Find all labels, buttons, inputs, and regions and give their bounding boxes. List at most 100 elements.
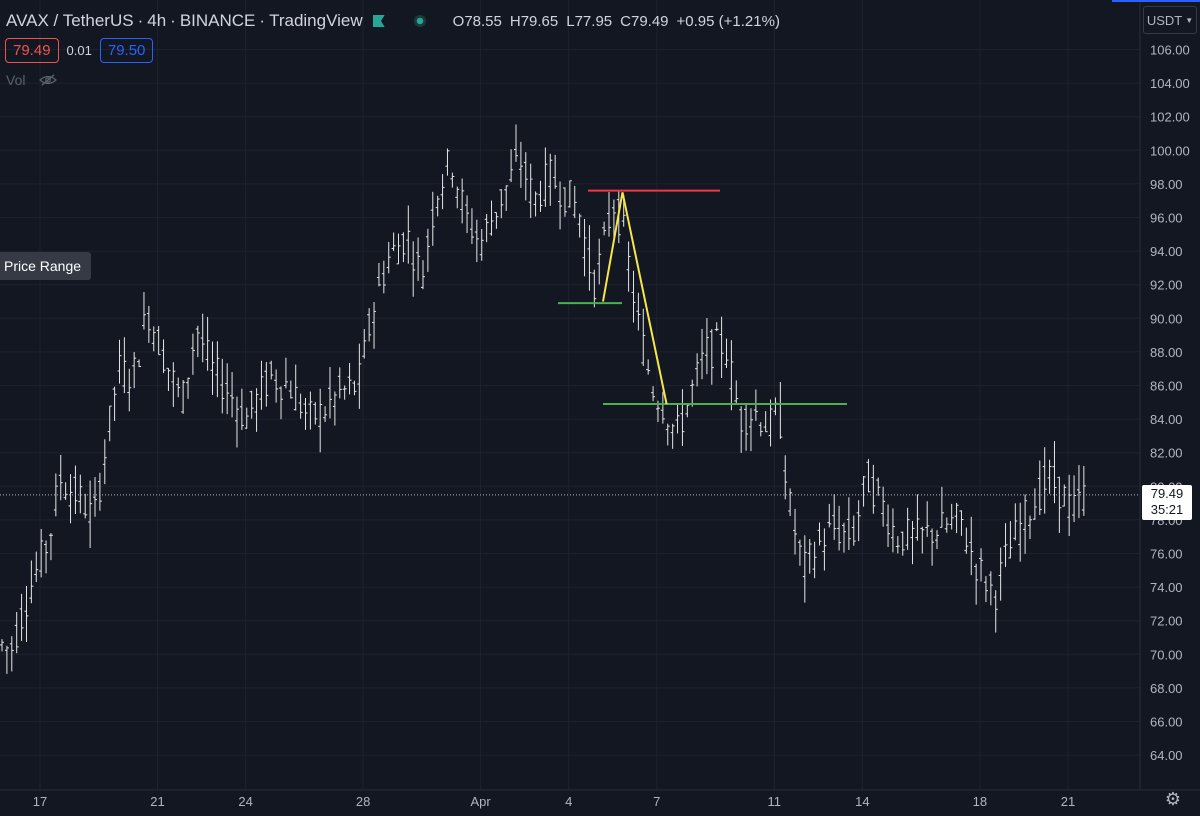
last-price-value: 79.49 <box>1150 486 1184 501</box>
close-label: C <box>620 12 631 30</box>
ohlc-bar <box>587 225 592 291</box>
ohlc-bar <box>670 423 675 449</box>
ohlc-bar <box>739 406 744 453</box>
ohlc-bar <box>1003 523 1008 567</box>
ohlc-bar <box>161 339 166 374</box>
price-tick-label: 104.00 <box>1150 76 1190 91</box>
symbol-header[interactable]: AVAX / TetherUS · 4h · BINANCE · Trading… <box>6 10 780 32</box>
ohlc-bar <box>14 611 19 654</box>
high-value: 79.65 <box>520 12 559 30</box>
price-range-label[interactable]: Price Range <box>0 252 92 280</box>
ohlc-bar <box>680 389 685 446</box>
sell-button[interactable]: 79.49 <box>5 38 59 63</box>
ohlc-bar <box>856 500 861 542</box>
high-label: H <box>509 12 521 30</box>
ohlc-bar <box>905 507 910 550</box>
time-tick-label: 21 <box>1061 794 1075 809</box>
ohlc-bar <box>97 472 102 511</box>
ohlc-bar <box>416 237 421 281</box>
trading-panel: 79.49 0.01 79.50 <box>5 38 154 63</box>
header-separator: · <box>259 11 266 30</box>
interval-label[interactable]: 4h <box>147 11 167 30</box>
ohlc-bar <box>592 269 597 308</box>
ohlc-bar <box>234 396 239 448</box>
buy-button[interactable]: 79.50 <box>99 38 154 63</box>
price-tick-label: 72.00 <box>1150 614 1183 629</box>
ohlc-bar <box>807 539 812 574</box>
ohlc-bar <box>156 326 161 356</box>
ohlc-bar <box>146 305 151 343</box>
symbol-name[interactable]: AVAX / TetherUS <box>6 11 134 30</box>
ohlc-bar <box>68 474 73 524</box>
ohlc-bar <box>215 341 220 398</box>
ohlc-bar <box>376 262 381 287</box>
ohlc-bar <box>538 180 543 212</box>
ohlc-bar <box>523 152 528 201</box>
ohlc-bar <box>137 359 142 368</box>
ohlc-bar <box>323 406 328 422</box>
ohlc-bar <box>78 474 83 514</box>
price-tick-label: 88.00 <box>1150 345 1183 360</box>
ohlc-bar <box>802 535 807 603</box>
ohlc-bar <box>910 521 915 565</box>
ohlc-bar <box>19 593 24 641</box>
chart-grid <box>0 0 1140 790</box>
time-tick-label: 28 <box>356 794 370 809</box>
price-tick-label: 76.00 <box>1150 547 1183 562</box>
ohlc-bar <box>34 551 39 583</box>
ohlc-bar <box>562 187 567 217</box>
ohlc-bar <box>969 516 974 576</box>
ohlc-bar <box>1081 465 1086 516</box>
price-tick-label: 92.00 <box>1150 278 1183 293</box>
ohlc-bar <box>1076 465 1081 519</box>
ohlc-bar <box>582 218 587 277</box>
ohlc-bar <box>186 377 191 399</box>
ohlc-bar <box>998 547 1003 601</box>
ohlc-bar <box>132 351 137 389</box>
ohlc-bar <box>920 526 925 554</box>
gear-icon[interactable]: ⚙ <box>1164 789 1182 809</box>
ohlc-bar <box>107 405 112 442</box>
ohlc-bar <box>695 353 700 387</box>
ohlc-bar <box>636 292 641 331</box>
ohlc-bar <box>651 386 656 402</box>
ohlc-bar <box>254 388 259 432</box>
ohlc-bar <box>504 185 509 211</box>
price-tick-label: 68.00 <box>1150 681 1183 696</box>
live-status-icon <box>412 14 427 28</box>
market-flag-icon <box>372 15 385 27</box>
ohlc-bar <box>176 377 181 398</box>
ohlc-bar <box>401 232 406 263</box>
volume-indicator[interactable]: Vol <box>6 72 59 88</box>
ohlc-bar <box>372 302 377 349</box>
ohlc-bar <box>954 502 959 534</box>
ohlc-bar <box>0 639 4 652</box>
low-value: 77.95 <box>574 12 613 30</box>
ohlc-bar <box>778 382 783 439</box>
ohlc-bar <box>460 178 465 224</box>
ohlc-bar <box>729 340 734 411</box>
ohlc-bar <box>993 590 998 633</box>
ohlc-bar <box>724 338 729 368</box>
ohlc-bar <box>543 147 548 207</box>
ohlc-bar <box>685 403 690 418</box>
ohlc-bar <box>190 333 195 375</box>
currency-selector[interactable]: USDT ▼ <box>1143 6 1197 34</box>
ohlc-bar <box>841 522 846 553</box>
ohlc-bar <box>205 316 210 371</box>
ohlc-bar <box>753 389 758 421</box>
ohlc-bar <box>974 563 979 605</box>
ohlc-bar <box>1023 494 1028 554</box>
eye-hidden-icon[interactable] <box>37 73 59 87</box>
ohlc-bar <box>1018 502 1023 562</box>
zigzag-drawing <box>602 192 668 405</box>
ohlc-bar <box>709 329 714 385</box>
time-tick-label: 4 <box>565 794 572 809</box>
ohlc-bar <box>925 501 930 537</box>
ohlc-bar <box>518 141 523 188</box>
last-price-tag: 79.49 35:21 <box>1142 485 1192 520</box>
ohlc-bar <box>837 505 842 551</box>
price-tick-label: 100.00 <box>1150 143 1190 158</box>
drawings-layer <box>558 189 847 405</box>
